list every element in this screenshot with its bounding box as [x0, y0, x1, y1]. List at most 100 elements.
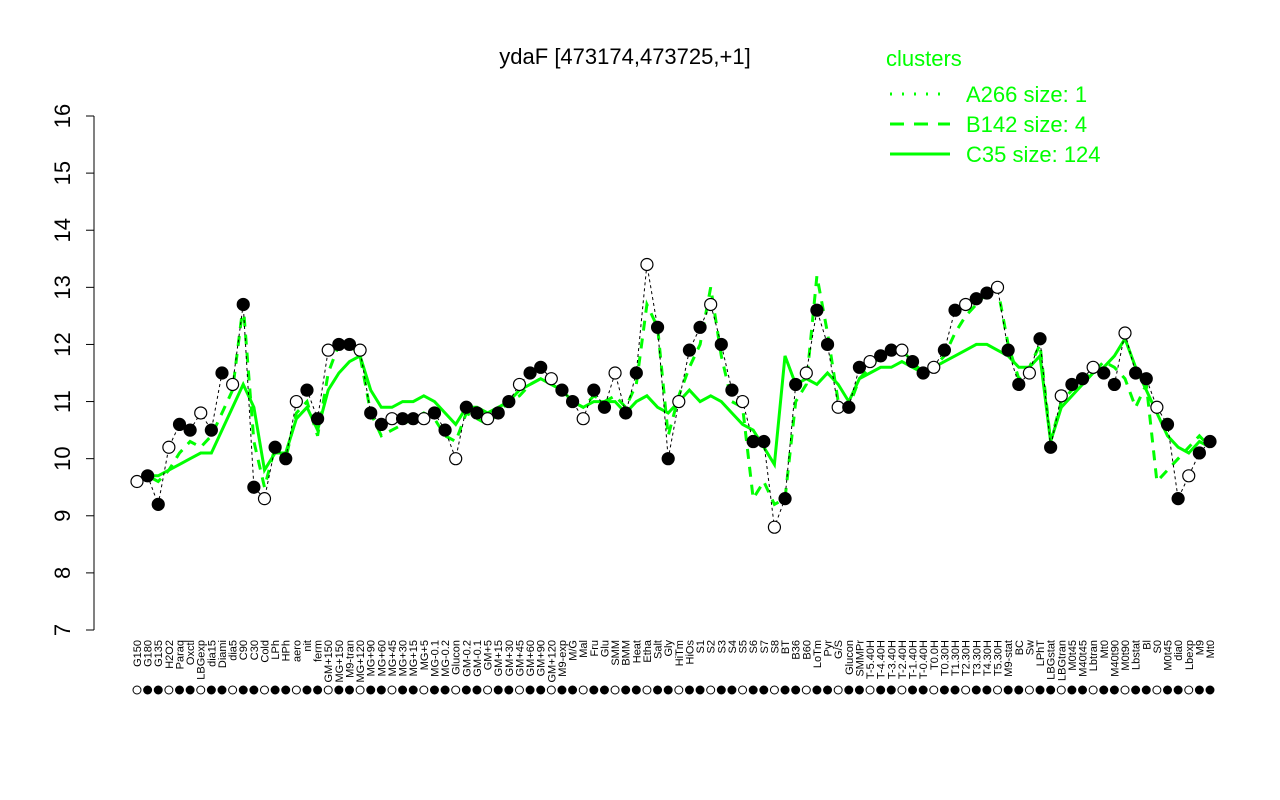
rug-marker [249, 685, 259, 695]
x-tick-label: T-1.40H [908, 640, 920, 679]
rug-marker [461, 685, 471, 695]
x-tick-label: SMM [610, 640, 622, 666]
data-point [342, 337, 357, 352]
rug-marker [865, 685, 875, 695]
data-point [576, 412, 590, 426]
rug-marker [302, 685, 312, 695]
rug-marker [132, 685, 142, 695]
data-point [141, 469, 155, 483]
x-tick-label: GM+150 [323, 640, 335, 683]
data-point [311, 412, 325, 426]
data-point [1118, 326, 1132, 340]
x-tick-label: M/G [568, 640, 580, 661]
x-tick-label: MG+120 [355, 640, 367, 683]
rug-marker [578, 685, 588, 695]
rug-marker [599, 685, 609, 695]
rug-marker [291, 685, 301, 695]
rug-marker [366, 685, 376, 695]
x-tick-label: MG+150 [334, 640, 346, 683]
x-tick-label: MG+5 [419, 640, 431, 670]
data-point [555, 383, 569, 397]
data-point [937, 343, 952, 357]
data-point [502, 394, 516, 409]
y-tick-label: 14 [50, 218, 75, 242]
data-point [1086, 360, 1100, 374]
rug-marker [164, 685, 174, 695]
data-point [1107, 377, 1121, 392]
x-tick-label: M40t45 [1078, 640, 1090, 677]
data-point [438, 423, 452, 437]
rug-marker [408, 685, 418, 695]
x-tick-label: LPh [270, 640, 282, 660]
rug-marker [727, 685, 737, 695]
rug-marker [228, 685, 238, 695]
x-tick-label: LBGstat [1046, 640, 1058, 680]
x-tick-label: Etha [642, 639, 654, 663]
rug-marker [568, 685, 578, 695]
x-tick-label: GM+30 [504, 640, 516, 676]
data-point [194, 406, 208, 420]
rug-marker [514, 685, 524, 695]
x-tick-label: Heat [631, 640, 643, 663]
data-point [215, 366, 229, 380]
legend-label: B142 size: 4 [966, 112, 1087, 137]
rug-marker [823, 685, 833, 695]
rug-marker [238, 685, 248, 695]
x-tick-label: Lbexp [1184, 640, 1196, 670]
data-point [1139, 372, 1153, 386]
x-tick-label: M9-exp [557, 640, 569, 677]
rug-marker [886, 685, 896, 695]
data-point [449, 452, 463, 466]
rug-marker [971, 685, 981, 695]
x-tick-label: Cold [259, 640, 271, 663]
data-point [990, 280, 1005, 294]
x-tick-label: T4.30H [982, 640, 994, 676]
data-point [364, 406, 378, 420]
rug-marker [642, 685, 652, 695]
data-point [810, 303, 824, 317]
x-tick-label: T-2.40H [897, 640, 909, 679]
rug-marker [939, 685, 949, 695]
chart-title: ydaF [473174,473725,+1] [499, 44, 750, 69]
y-tick-label: 12 [50, 332, 75, 356]
data-point [1097, 366, 1111, 380]
rug-marker [950, 685, 960, 695]
legend-label: A266 size: 1 [966, 82, 1087, 107]
rug-marker [398, 685, 408, 695]
x-tick-label: Lbstat [1131, 640, 1143, 670]
data-point [130, 474, 144, 489]
x-tick-label: S3 [716, 640, 728, 653]
data-point [1192, 446, 1206, 460]
x-tick-label: Glucon [451, 640, 463, 675]
x-tick-label: Oxctl [185, 640, 197, 665]
rug-marker [1088, 685, 1098, 695]
x-tick-label: S2 [706, 640, 718, 653]
x-tick-label: BMM [621, 640, 633, 666]
x-tick-label: LBGtran [1056, 640, 1068, 681]
x-tick-label: Fru [589, 640, 601, 657]
rug-marker [812, 685, 822, 695]
rug-marker [440, 685, 450, 695]
x-tick-label: SMMPr [854, 640, 866, 677]
data-point [1075, 372, 1090, 386]
data-point [1171, 492, 1185, 506]
x-tick-label: M0t90 [1120, 640, 1132, 671]
data-point [927, 360, 941, 374]
rug-marker [695, 685, 705, 695]
x-tick-label: LoTm [812, 640, 824, 668]
rug-marker [684, 685, 694, 695]
rug-marker [854, 685, 864, 695]
data-point [162, 440, 176, 454]
data-point [1054, 389, 1068, 403]
x-tick-label: S8 [769, 640, 781, 653]
rug-marker [387, 685, 397, 695]
x-tick-label: GM+5 [483, 640, 495, 670]
x-tick-label: C30 [249, 640, 261, 660]
data-point [714, 337, 728, 352]
x-tick-label: G/S [833, 640, 845, 659]
rug-marker [1141, 685, 1151, 695]
x-tick-label: MG-0.1 [429, 640, 441, 677]
data-point [895, 343, 909, 357]
x-tick-label: Pyr [823, 640, 835, 657]
rug-marker [1184, 685, 1194, 695]
